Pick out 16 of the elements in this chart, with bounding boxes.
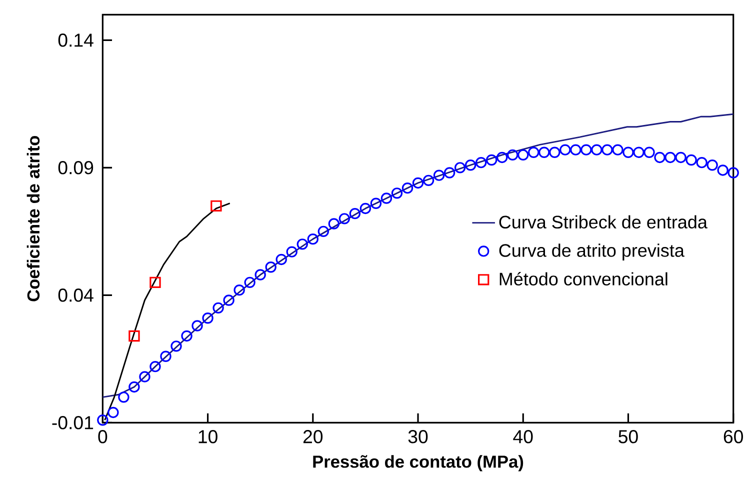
x-tick-label: 50: [618, 430, 638, 444]
x-tick-label: 40: [513, 430, 533, 444]
x-tick-label: 10: [198, 430, 218, 444]
legend-label: Método convencional: [500, 272, 668, 286]
x-tick-label: 20: [303, 430, 323, 444]
x-axis-title: Pressão de contato (MPa): [313, 455, 524, 472]
y-tick-label: 0.14: [58, 34, 94, 47]
x-tick-label: 30: [408, 430, 428, 444]
legend-label: Curva de atrito prevista: [499, 244, 684, 260]
y-tick-label: -0.01: [52, 416, 94, 430]
y-tick-label: 0.09: [58, 161, 94, 174]
y-tick-label: 0.04: [58, 288, 94, 302]
y-axis-title: Coeficiente de atrito: [26, 136, 40, 302]
x-tick-label: 60: [724, 430, 743, 444]
legend-label: Curva Stribeck de entrada: [499, 215, 708, 229]
x-tick-label: 0: [98, 430, 108, 444]
